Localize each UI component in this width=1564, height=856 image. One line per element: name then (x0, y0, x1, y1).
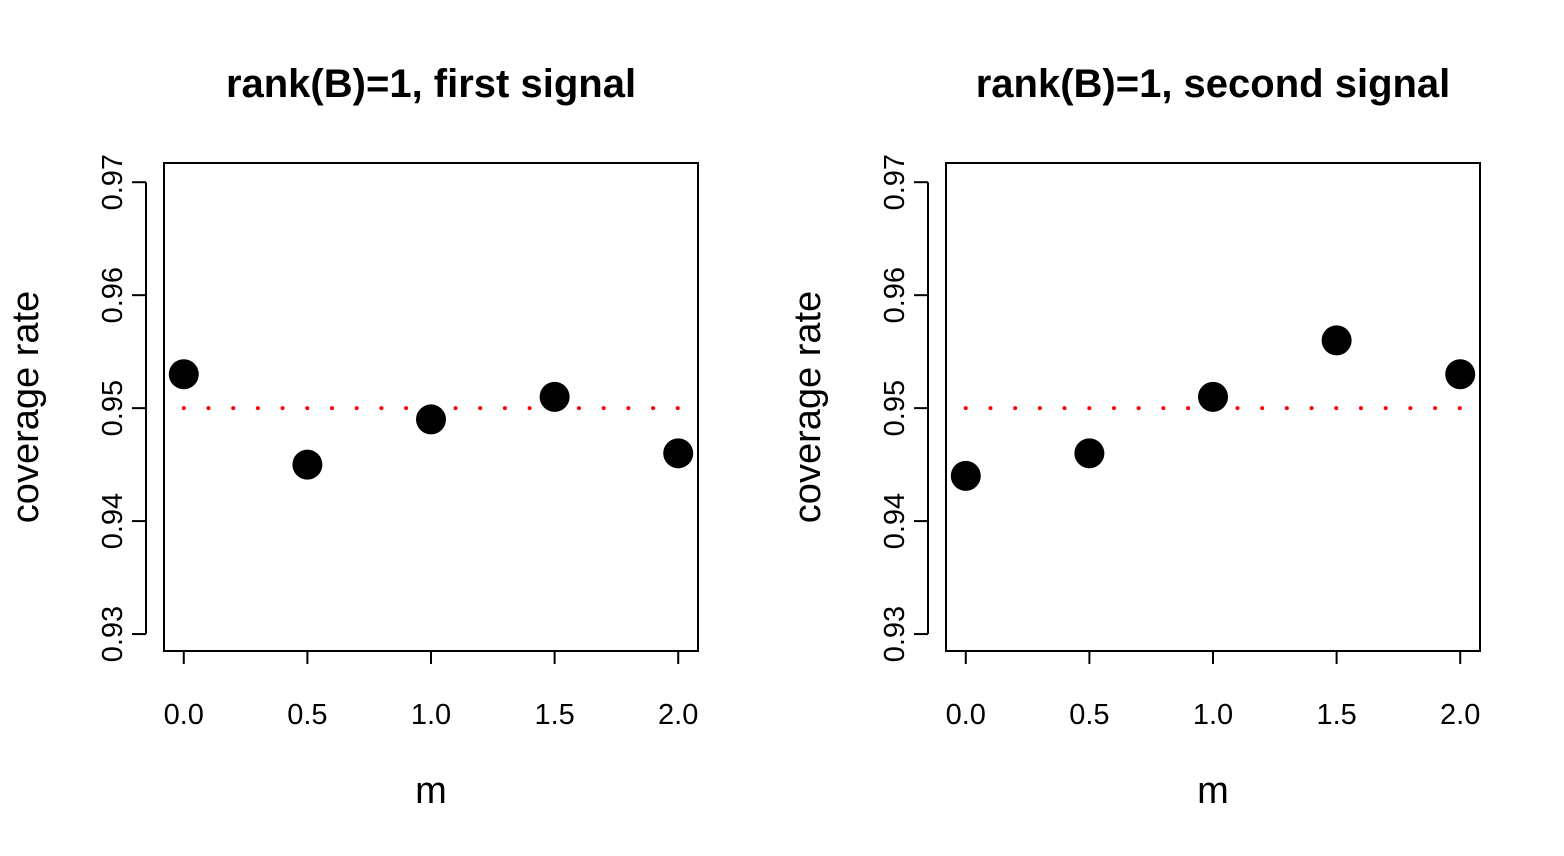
data-point (950, 460, 981, 491)
y-axis-label: coverage rate (787, 291, 829, 523)
y-tick-label: 0.93 (97, 606, 129, 662)
data-point (416, 404, 446, 435)
x-tick-label: 2.0 (1440, 699, 1480, 731)
y-tick-label: 0.93 (879, 606, 911, 662)
data-point (292, 449, 323, 480)
panel-second-signal: rank(B)=1, second signal m coverage rate… (787, 62, 1481, 812)
y-tick-label: 0.97 (97, 154, 129, 210)
x-axis-label: m (1197, 770, 1229, 812)
x-tick-label: 1.0 (1193, 699, 1233, 731)
y-tick-label: 0.95 (97, 380, 129, 436)
chart-title: rank(B)=1, second signal (976, 62, 1451, 106)
data-point (1198, 381, 1228, 412)
y-axis-label: coverage rate (5, 291, 47, 523)
y-tick-label: 0.97 (879, 154, 911, 210)
x-tick-label: 2.0 (658, 699, 698, 731)
x-tick-label: 0.0 (164, 699, 204, 731)
x-tick-label: 1.0 (411, 699, 451, 731)
x-tick-label: 1.5 (1316, 699, 1356, 731)
data-point (1074, 438, 1105, 469)
x-tick-label: 0.5 (1069, 699, 1109, 731)
x-tick-label: 1.5 (534, 699, 574, 731)
data-point (1321, 325, 1352, 356)
y-tick-label: 0.95 (879, 380, 911, 436)
chart-title: rank(B)=1, first signal (226, 62, 636, 106)
y-tick-label: 0.94 (97, 493, 129, 549)
data-point (168, 359, 199, 390)
y-tick-label: 0.96 (879, 267, 911, 323)
x-axis-label: m (415, 770, 447, 812)
data-point (663, 438, 694, 469)
x-tick-label: 0.0 (946, 699, 986, 731)
panel-first-signal: rank(B)=1, first signal m coverage rate … (5, 62, 699, 812)
y-tick-label: 0.96 (97, 267, 129, 323)
x-tick-label: 0.5 (287, 699, 327, 731)
y-tick-label: 0.94 (879, 493, 911, 549)
data-point (539, 381, 570, 412)
data-point (1445, 359, 1476, 390)
